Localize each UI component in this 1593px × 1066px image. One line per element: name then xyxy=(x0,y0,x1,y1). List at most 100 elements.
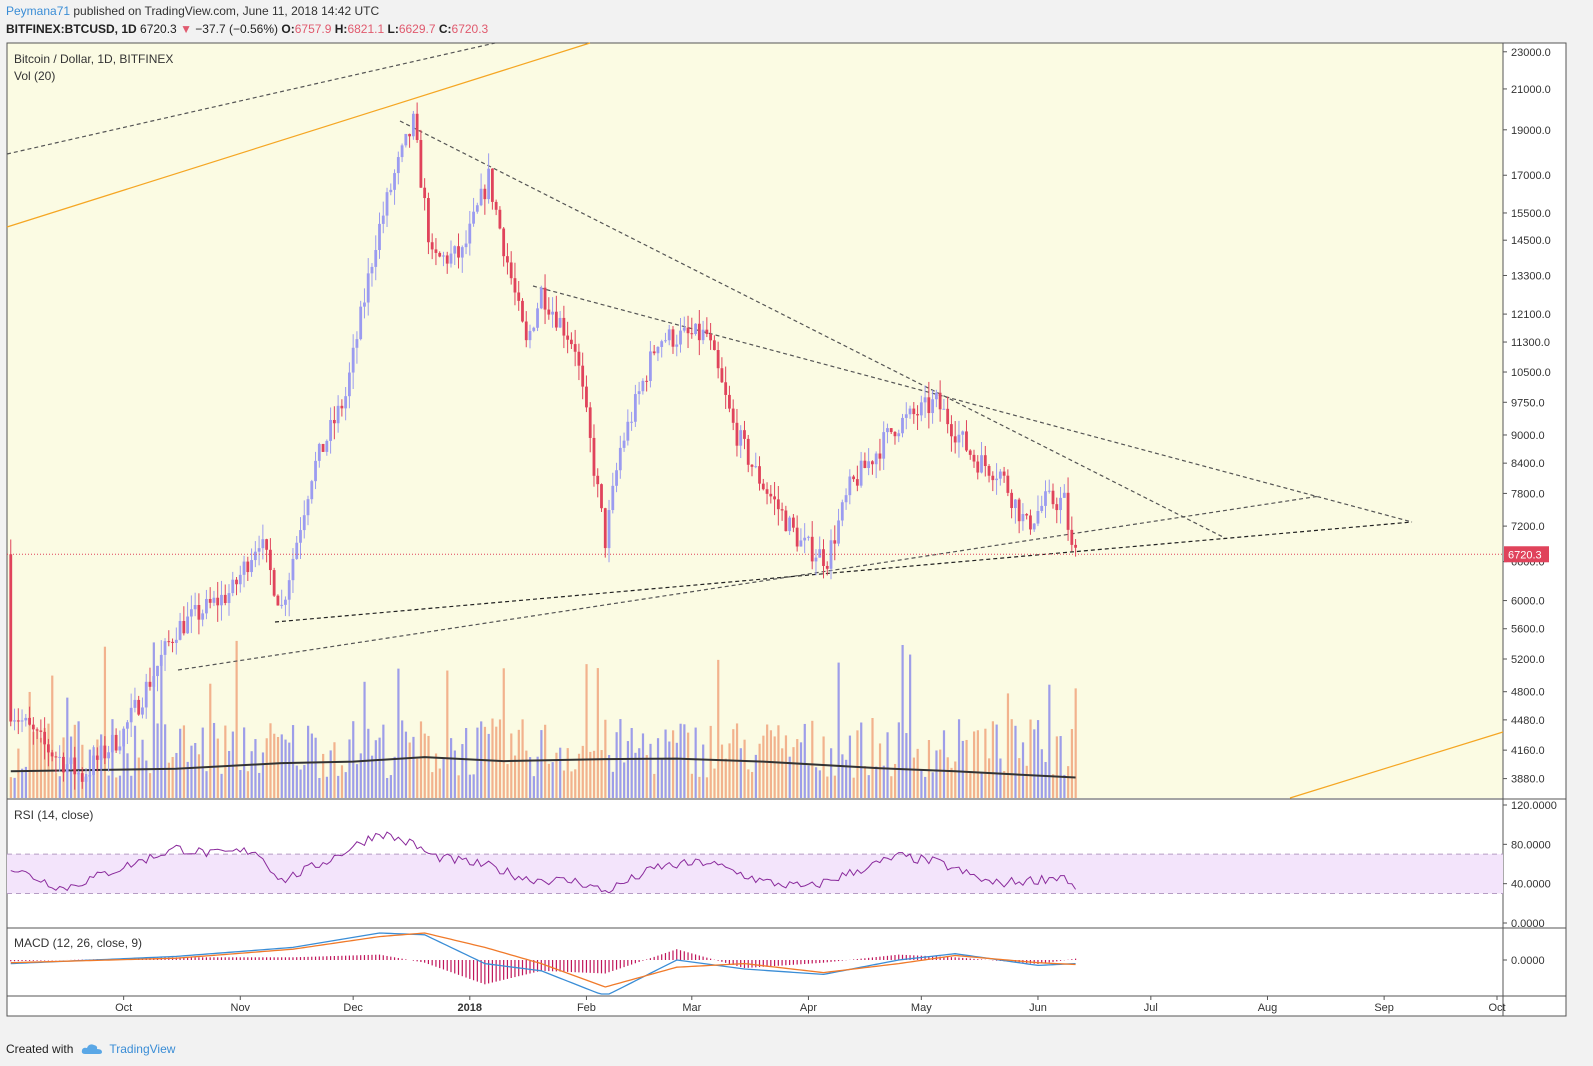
candle-body xyxy=(268,549,272,571)
candle-body xyxy=(1051,490,1055,505)
candle-body xyxy=(415,113,419,140)
candle-body xyxy=(784,510,788,532)
volume-bar xyxy=(212,722,216,798)
candle-body xyxy=(84,776,88,782)
volume-bar xyxy=(303,764,306,798)
tradingview-brand: TradingView xyxy=(109,1042,176,1056)
candle-body xyxy=(694,323,697,335)
candle-body xyxy=(336,405,340,424)
volume-bar xyxy=(574,769,577,798)
candle-body xyxy=(332,419,336,424)
candle-body xyxy=(80,773,84,782)
candle-body xyxy=(539,287,543,309)
x-tick-label: May xyxy=(911,1002,932,1014)
candle-body xyxy=(272,570,276,596)
volume-bar xyxy=(811,720,814,798)
x-tick-label: Sep xyxy=(1374,1002,1394,1014)
trendline xyxy=(1289,731,1504,799)
published-text: published on TradingView.com, June 11, 2… xyxy=(70,4,380,18)
candle-body xyxy=(810,536,814,562)
volume-bar xyxy=(175,752,178,798)
candle-body xyxy=(976,461,980,473)
x-tick-label: 2018 xyxy=(458,1002,482,1014)
candle-body xyxy=(299,530,302,543)
volume-bar xyxy=(137,757,140,798)
volume-bar xyxy=(649,743,652,798)
volume-bar xyxy=(521,719,524,798)
candle-body xyxy=(329,419,332,441)
rsi-tick-label: 80.0000 xyxy=(1511,839,1551,851)
volume-bar xyxy=(39,737,43,798)
candle-body xyxy=(197,605,201,620)
rsi-tick-label: 0.0000 xyxy=(1511,918,1545,930)
candle-body xyxy=(637,391,641,395)
volume-bar xyxy=(502,668,505,798)
candle-body xyxy=(991,475,995,481)
volume-bar xyxy=(145,760,148,798)
candle-body xyxy=(1013,499,1017,509)
x-tick-label: Oct xyxy=(1488,1002,1505,1014)
y-tick-label: 13300.0 xyxy=(1511,270,1551,282)
candle-body xyxy=(265,539,269,550)
trendline xyxy=(274,521,1413,623)
candle-body xyxy=(667,329,671,341)
candle-body xyxy=(697,323,701,341)
volume-bar xyxy=(920,769,923,798)
volume-bar xyxy=(280,734,283,798)
macd-line xyxy=(10,932,1076,995)
candle-body xyxy=(65,764,69,773)
author-link[interactable]: Peymana71 xyxy=(6,4,71,18)
volume-bar xyxy=(333,742,336,798)
candle-body xyxy=(566,335,570,340)
y-tick-label: 4480.0 xyxy=(1511,715,1545,727)
down-arrow-icon: ▼ xyxy=(180,22,192,36)
candle-body xyxy=(795,527,799,547)
publish-line: Peymana71 published on TradingView.com, … xyxy=(6,4,379,18)
candle-body xyxy=(351,347,355,373)
volume-bar xyxy=(893,763,897,798)
candle-body xyxy=(998,471,1002,479)
candle-body xyxy=(946,408,950,425)
volume-bar xyxy=(1006,693,1010,798)
volume-bar xyxy=(980,771,983,798)
candle-body xyxy=(257,548,261,552)
volume-bar xyxy=(668,741,671,798)
volume-bar xyxy=(329,750,332,798)
candle-body xyxy=(543,287,547,310)
volume-bar xyxy=(589,751,592,798)
volume-bar xyxy=(299,769,302,798)
trendline xyxy=(399,120,1226,539)
candle-body xyxy=(859,460,863,486)
candle-body xyxy=(404,133,408,146)
volume-bar xyxy=(984,728,987,798)
volume-bar xyxy=(190,745,193,798)
tradingview-link[interactable]: TradingView xyxy=(81,1042,175,1056)
y-tick-label: 8400.0 xyxy=(1511,458,1545,470)
volume-bar xyxy=(442,759,445,798)
last-price: 6720.3 xyxy=(140,22,177,36)
candle-body xyxy=(453,246,457,254)
candle-body xyxy=(716,349,720,369)
volume-bar xyxy=(446,670,449,798)
candle-body xyxy=(551,311,554,315)
candle-body xyxy=(596,475,600,485)
candle-body xyxy=(536,308,539,328)
volume-bar xyxy=(687,732,690,798)
candle-body xyxy=(393,173,396,190)
candle-body xyxy=(1066,492,1070,530)
candle-body xyxy=(938,392,942,410)
volume-bar xyxy=(1055,736,1058,798)
volume-bar xyxy=(536,756,539,798)
volume-bar xyxy=(754,754,757,798)
candle-body xyxy=(912,408,916,415)
candle-body xyxy=(558,317,562,328)
volume-bar xyxy=(1014,725,1017,798)
y-tick-label: 10500.0 xyxy=(1511,367,1551,379)
volume-bar xyxy=(487,733,490,798)
candle-body xyxy=(765,489,769,494)
candle-body xyxy=(1025,514,1029,516)
volume-bar xyxy=(529,757,532,798)
volume-bar xyxy=(160,661,163,798)
candle-body xyxy=(201,613,205,620)
